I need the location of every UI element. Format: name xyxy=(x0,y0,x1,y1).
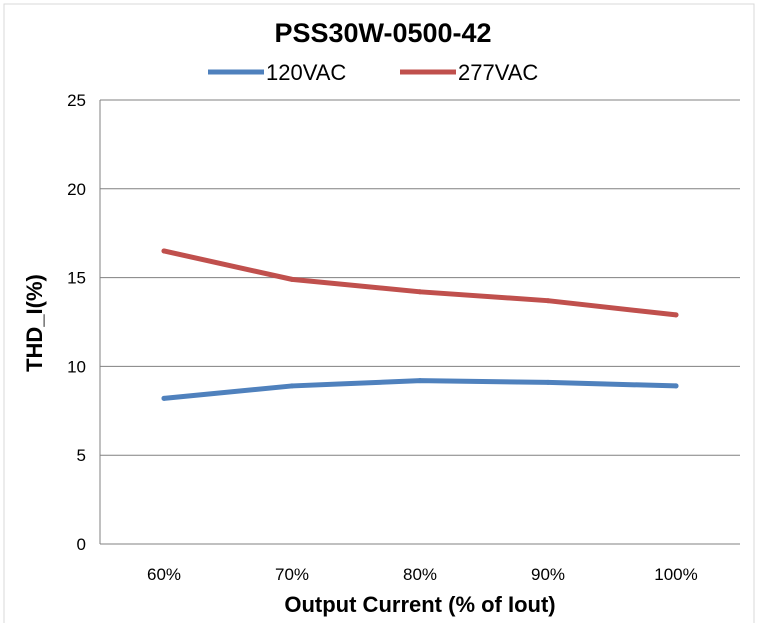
x-axis-ticks: 60% 70% 80% 90% 100% xyxy=(147,565,698,584)
data-point xyxy=(161,395,167,401)
legend: 120VAC 277VAC xyxy=(208,60,538,85)
x-tick-label: 100% xyxy=(654,565,697,584)
data-point xyxy=(289,276,295,282)
x-tick-label: 60% xyxy=(147,565,181,584)
data-point xyxy=(673,383,679,389)
series-lines xyxy=(161,248,679,401)
data-point xyxy=(417,378,423,384)
data-point xyxy=(289,383,295,389)
y-axis-title: THD_I(%) xyxy=(22,274,47,372)
legend-label: 277VAC xyxy=(458,60,538,85)
data-point xyxy=(545,298,551,304)
chart-border xyxy=(3,3,755,628)
x-tick-label: 80% xyxy=(403,565,437,584)
data-point xyxy=(545,379,551,385)
y-tick-label: 20 xyxy=(67,180,86,199)
y-tick-label: 25 xyxy=(67,91,86,110)
x-tick-label: 90% xyxy=(531,565,565,584)
legend-label: 120VAC xyxy=(266,60,346,85)
chart-title: PSS30W-0500-42 xyxy=(274,18,491,48)
data-point xyxy=(161,248,167,254)
x-tick-label: 70% xyxy=(275,565,309,584)
data-point xyxy=(673,312,679,318)
y-axis-ticks: 0 5 10 15 20 25 xyxy=(67,91,86,554)
y-tick-label: 10 xyxy=(67,357,86,376)
x-axis-title: Output Current (% of Iout) xyxy=(284,592,555,617)
y-tick-label: 15 xyxy=(67,269,86,288)
gridlines xyxy=(99,99,740,545)
data-point xyxy=(417,289,423,295)
y-tick-label: 0 xyxy=(77,535,86,554)
y-tick-label: 5 xyxy=(77,446,86,465)
